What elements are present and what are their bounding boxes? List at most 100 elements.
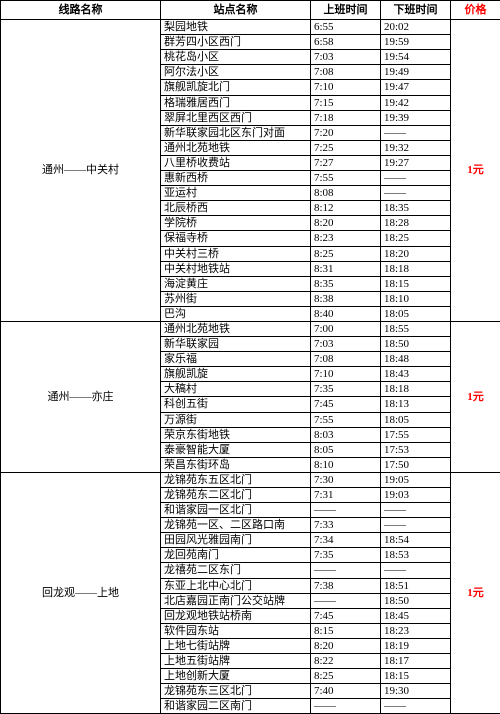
header-row: 线路名称 站点名称 上班时间 下班时间 价格: [1, 1, 500, 20]
depart-time: 8:31: [311, 261, 381, 276]
return-time: 18:45: [381, 608, 451, 623]
depart-time: 8:10: [311, 457, 381, 472]
depart-time: 6:58: [311, 35, 381, 50]
stop-name: 通州北苑地铁: [161, 140, 311, 155]
return-time: 18:17: [381, 654, 451, 669]
stop-name: 上地七街站牌: [161, 638, 311, 653]
stop-name: 和谐家园二区南门: [161, 699, 311, 714]
stop-name: 翠屏北里西区西门: [161, 110, 311, 125]
return-time: 18:15: [381, 276, 451, 291]
depart-time: ——: [311, 563, 381, 578]
return-time: 18:18: [381, 261, 451, 276]
return-time: 18:05: [381, 306, 451, 321]
return-time: 19:03: [381, 488, 451, 503]
stop-name: 学院桥: [161, 216, 311, 231]
stop-name: 保福寺桥: [161, 231, 311, 246]
depart-time: 8:40: [311, 306, 381, 321]
header-route: 线路名称: [1, 1, 161, 20]
table-row: 回龙观——上地龙锦苑东五区北门7:3019:051元: [1, 472, 500, 487]
return-time: 19:42: [381, 95, 451, 110]
depart-time: 8:12: [311, 201, 381, 216]
depart-time: 6:55: [311, 20, 381, 35]
depart-time: 8:35: [311, 276, 381, 291]
depart-time: 7:20: [311, 125, 381, 140]
bus-schedule-table: 线路名称 站点名称 上班时间 下班时间 价格 通州——中关村梨园地铁6:5520…: [0, 0, 500, 714]
return-time: 18:23: [381, 623, 451, 638]
return-time: 19:30: [381, 684, 451, 699]
depart-time: 7:03: [311, 337, 381, 352]
stop-name: 东亚上北中心北门: [161, 578, 311, 593]
stop-name: 科创五街: [161, 397, 311, 412]
return-time: 19:47: [381, 80, 451, 95]
depart-time: 7:31: [311, 488, 381, 503]
stop-name: 龙锦苑东五区北门: [161, 472, 311, 487]
table-row: 通州——亦庄通州北苑地铁7:0018:551元: [1, 321, 500, 336]
return-time: 19:27: [381, 155, 451, 170]
return-time: 18:43: [381, 367, 451, 382]
return-time: 18:51: [381, 578, 451, 593]
return-time: 19:59: [381, 35, 451, 50]
depart-time: 7:33: [311, 518, 381, 533]
depart-time: 8:23: [311, 231, 381, 246]
depart-time: 7:45: [311, 397, 381, 412]
stop-name: 回龙观地铁站桥南: [161, 608, 311, 623]
return-time: 18:55: [381, 321, 451, 336]
return-time: 18:18: [381, 382, 451, 397]
stop-name: 龙禧苑二区东门: [161, 563, 311, 578]
stop-name: 新华联家园北区东门对面: [161, 125, 311, 140]
return-time: ——: [381, 186, 451, 201]
return-time: 17:50: [381, 457, 451, 472]
return-time: ——: [381, 563, 451, 578]
depart-time: 8:05: [311, 442, 381, 457]
depart-time: 7:35: [311, 548, 381, 563]
depart-time: 7:08: [311, 65, 381, 80]
stop-name: 新华联家园: [161, 337, 311, 352]
stop-name: 荣昌东街环岛: [161, 457, 311, 472]
stop-name: 海淀黄庄: [161, 276, 311, 291]
stop-name: 阿尔法小区: [161, 65, 311, 80]
stop-name: 龙锦苑东二区北门: [161, 488, 311, 503]
stop-name: 万源街: [161, 412, 311, 427]
depart-time: 7:03: [311, 50, 381, 65]
stop-name: 旗舰凯旋: [161, 367, 311, 382]
stop-name: 大稿村: [161, 382, 311, 397]
price: 1元: [451, 472, 500, 714]
header-price: 价格: [451, 1, 500, 20]
depart-time: 7:00: [311, 321, 381, 336]
price: 1元: [451, 20, 500, 322]
stop-name: 中关村三桥: [161, 246, 311, 261]
return-time: ——: [381, 503, 451, 518]
stop-name: 亚运村: [161, 186, 311, 201]
header-t2: 下班时间: [381, 1, 451, 20]
table-row: 通州——中关村梨园地铁6:5520:021元: [1, 20, 500, 35]
depart-time: 8:03: [311, 427, 381, 442]
depart-time: 8:20: [311, 638, 381, 653]
stop-name: 惠新西桥: [161, 171, 311, 186]
return-time: 18:35: [381, 201, 451, 216]
stop-name: 软件园东站: [161, 623, 311, 638]
depart-time: 8:25: [311, 246, 381, 261]
depart-time: 7:55: [311, 171, 381, 186]
return-time: ——: [381, 125, 451, 140]
price: 1元: [451, 321, 500, 472]
depart-time: ——: [311, 503, 381, 518]
stop-name: 格瑞雅居西门: [161, 95, 311, 110]
stop-name: 梨园地铁: [161, 20, 311, 35]
return-time: 18:50: [381, 337, 451, 352]
return-time: 18:20: [381, 246, 451, 261]
stop-name: 上地创新大厦: [161, 669, 311, 684]
depart-time: 7:10: [311, 367, 381, 382]
return-time: 19:05: [381, 472, 451, 487]
return-time: 18:28: [381, 216, 451, 231]
stop-name: 和谐家园一区北门: [161, 503, 311, 518]
stop-name: 旗舰凯旋北门: [161, 80, 311, 95]
return-time: 18:15: [381, 669, 451, 684]
return-time: 18:48: [381, 352, 451, 367]
return-time: 18:25: [381, 231, 451, 246]
return-time: 18:19: [381, 638, 451, 653]
return-time: 19:39: [381, 110, 451, 125]
stop-name: 龙回苑南门: [161, 548, 311, 563]
depart-time: 8:38: [311, 291, 381, 306]
stop-name: 苏州街: [161, 291, 311, 306]
return-time: 18:54: [381, 533, 451, 548]
